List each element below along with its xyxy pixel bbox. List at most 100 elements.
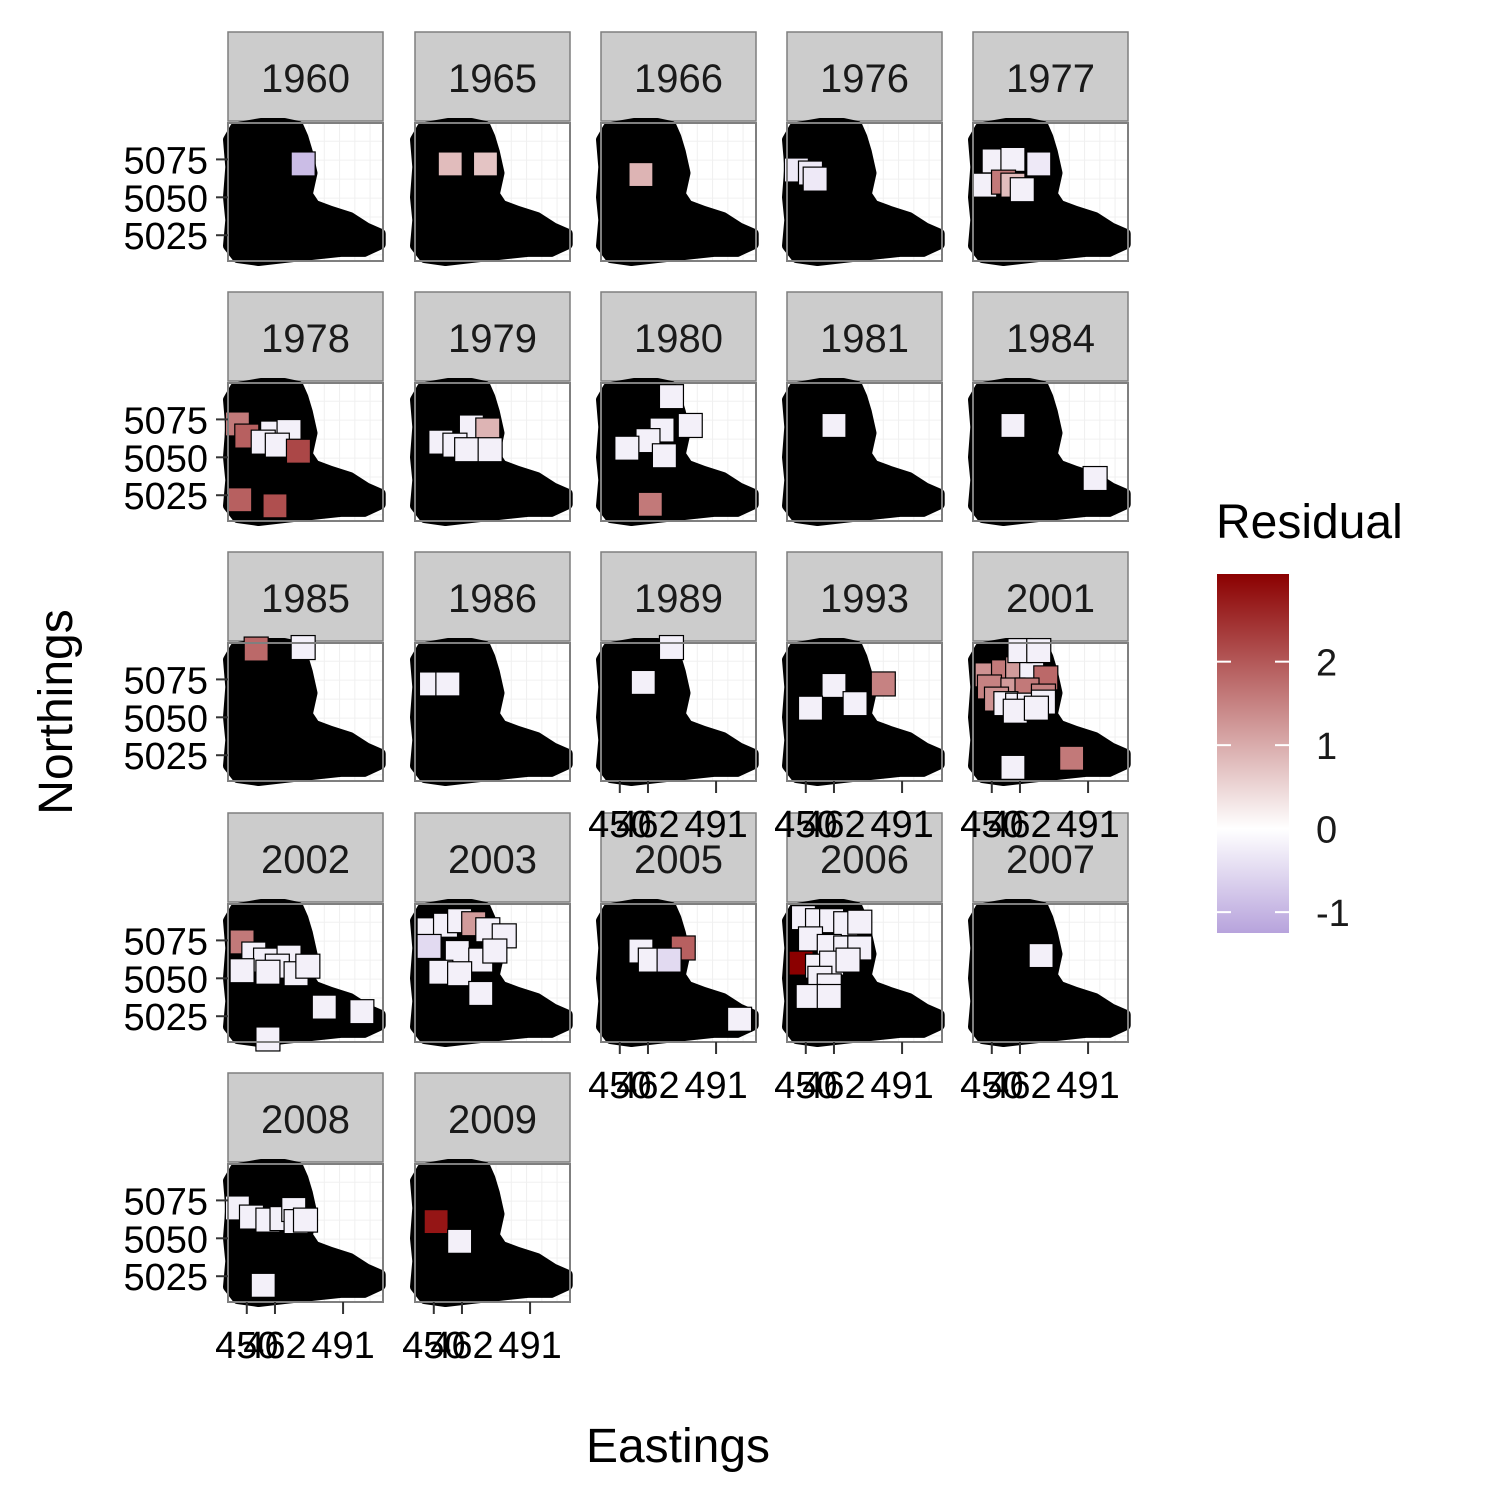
panel-border [600, 122, 757, 262]
x-tick-label: 491 [684, 1065, 747, 1107]
facet-panel: 2009 [410, 1072, 573, 1307]
facet-strip [786, 551, 943, 642]
y-tick-label: 5075 [123, 921, 208, 963]
facet-strip [600, 31, 757, 122]
facet-panel: 2002 [223, 812, 386, 1052]
facet-strip [227, 1072, 384, 1163]
facet-strip [600, 812, 757, 903]
facet-strip [414, 551, 571, 642]
residual-point [816, 983, 842, 1010]
facet-panel: 2007 [968, 812, 1131, 1047]
facet-panel: 1980 [596, 291, 759, 526]
y-tick-label: 5025 [123, 736, 208, 778]
facet-strip [786, 291, 943, 382]
panel-border [227, 903, 384, 1043]
facet-strip [972, 31, 1129, 122]
facet-strip [786, 812, 943, 903]
facet-strip [972, 291, 1129, 382]
residual-point [1082, 465, 1108, 492]
panel-border [227, 382, 384, 522]
x-tick-label: 462 [616, 1065, 679, 1107]
facet-axes: 5075505050255075505050255075505050254504… [123, 140, 1119, 1367]
residual-point [651, 443, 678, 469]
panel-border [972, 642, 1129, 782]
residual-point [349, 999, 375, 1025]
residual-point [802, 166, 828, 192]
facet-strip-label: 1986 [448, 577, 537, 621]
facet-panel: 1977 [968, 31, 1131, 266]
panel-border [414, 642, 571, 782]
residual-point [435, 671, 461, 697]
facet-strip-label: 1978 [261, 317, 350, 361]
facet-panel: 2005 [596, 812, 759, 1047]
facet-panel: 1986 [410, 551, 573, 786]
panel-border [972, 122, 1129, 262]
residual-point [229, 958, 255, 984]
legend-tick-label: 0 [1316, 810, 1337, 852]
y-tick-label: 5025 [123, 216, 208, 258]
x-tick-label: 450 [402, 1325, 465, 1367]
y-tick-label: 5050 [123, 178, 208, 220]
x-tick-label: 450 [215, 1325, 278, 1367]
y-tick-label: 5025 [123, 1257, 208, 1299]
landmass [596, 118, 759, 266]
x-tick-label: 462 [430, 1325, 493, 1367]
residual-legend: Residual 2 1 0 -1 [1216, 496, 1403, 935]
residual-point [224, 1195, 250, 1221]
y-tick-label: 5050 [123, 959, 208, 1001]
y-tick-label: 5050 [123, 698, 208, 740]
legend-tick-label: 2 [1316, 643, 1337, 685]
residual-point [264, 432, 290, 458]
residual-point [477, 437, 503, 463]
facet-strip [227, 31, 384, 122]
x-tick-label: 462 [988, 1065, 1051, 1107]
x-axis-label: Eastings [586, 1420, 770, 1473]
facet-strip-label: 1993 [820, 577, 909, 621]
facet-strip [414, 812, 571, 903]
residual-point [630, 669, 656, 696]
facet-strip-label: 2003 [448, 838, 537, 882]
residual-point [472, 151, 499, 177]
panel-border [600, 642, 757, 782]
x-tick-label: 491 [870, 1065, 933, 1107]
legend-tick-label: 1 [1316, 726, 1337, 768]
x-tick-label: 450 [960, 804, 1023, 846]
facet-strip-label: 1985 [261, 577, 350, 621]
landmass [410, 1159, 573, 1307]
residual-point [447, 1228, 473, 1254]
facet-strip [600, 551, 757, 642]
residual-point [1000, 754, 1026, 780]
residual-point [311, 994, 337, 1020]
y-tick-label: 5075 [123, 660, 208, 702]
facet-strip [227, 551, 384, 642]
y-tick-label: 5075 [123, 400, 208, 442]
residual-point [482, 938, 508, 964]
panel-border [972, 903, 1129, 1043]
facet-panel: 1960 [223, 31, 386, 266]
facet-panel: 1979 [410, 291, 573, 526]
panel-border [414, 122, 571, 262]
x-tick-label: 450 [774, 1065, 837, 1107]
residual-point [614, 435, 640, 461]
panel-border [227, 1163, 384, 1303]
residual-point [423, 1209, 449, 1235]
residual-point [835, 947, 861, 973]
x-tick-label: 450 [960, 1065, 1023, 1107]
panel-border [786, 642, 943, 782]
facet-strip-label: 2006 [820, 838, 909, 882]
y-tick-label: 5075 [123, 140, 208, 182]
facet-strip-label: 2001 [1006, 577, 1095, 621]
x-tick-label: 462 [988, 804, 1051, 846]
x-tick-label: 491 [1056, 804, 1119, 846]
facet-strip-label: 1960 [261, 57, 350, 101]
facet-panel: 2006 [782, 812, 945, 1047]
x-tick-label: 462 [243, 1325, 306, 1367]
facet-panel: 1965 [410, 31, 573, 266]
facet-strip-label: 1979 [448, 317, 537, 361]
legend-tick-label: -1 [1316, 893, 1350, 935]
x-tick-label: 462 [616, 804, 679, 846]
y-tick-label: 5025 [123, 997, 208, 1039]
residual-point [285, 438, 312, 464]
facet-strip-label: 1966 [634, 57, 723, 101]
facet-strip-label: 2009 [448, 1098, 537, 1142]
